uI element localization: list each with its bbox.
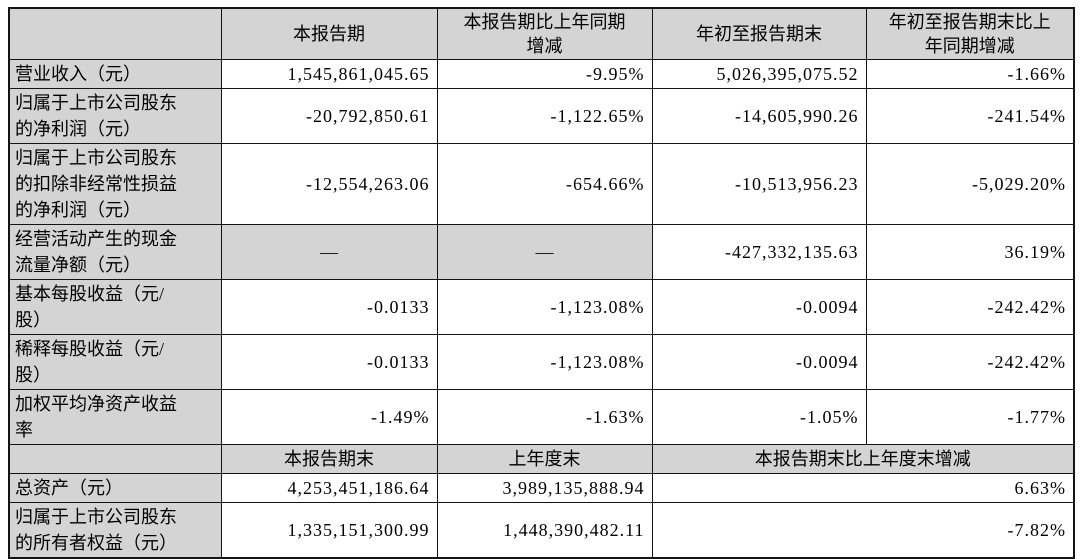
row-operating-revenue: 营业收入（元） 1,545,861,045.65 -9.95% 5,026,39… [8, 59, 1075, 89]
cell-value: -0.0094 [651, 334, 867, 390]
row-net-profit-attributable: 归属于上市公司股东 的净利润（元） -20,792,850.61 -1,122.… [8, 88, 1075, 144]
cell-value: -1.63% [436, 389, 653, 445]
cell-value: 4,253,451,186.64 [220, 473, 438, 503]
cell-value: -0.0133 [220, 279, 438, 335]
cell-value: -1,123.08% [436, 334, 653, 390]
col-header-year-to-date: 年初至报告期末 [651, 7, 867, 60]
cell-value: -241.54% [865, 88, 1075, 144]
row-net-profit-excl-nonrecurring: 归属于上市公司股东 的扣除非经常性损益 的净利润（元） -12,554,263.… [8, 143, 1075, 225]
row-diluted-eps: 稀释每股收益（元/ 股） -0.0133 -1,123.08% -0.0094 … [8, 334, 1075, 390]
cell-value: -1,122.65% [436, 88, 653, 144]
col-header-year-to-date-yoy-change: 年初至报告期末比上 年同期增减 [865, 7, 1075, 60]
cell-value: -1.49% [220, 389, 438, 445]
corner-cell [8, 444, 222, 474]
cell-value: -427,332,135.63 [651, 224, 867, 280]
row-basic-eps: 基本每股收益（元/ 股） -0.0133 -1,123.08% -0.0094 … [8, 279, 1075, 335]
cell-value-dash: — [436, 224, 653, 280]
cell-value: -1.05% [651, 389, 867, 445]
row-equity-attributable: 归属于上市公司股东 的所有者权益（元） 1,335,151,300.99 1,4… [8, 502, 1075, 559]
cell-value: 1,335,151,300.99 [220, 502, 438, 559]
cell-value: -20,792,850.61 [220, 88, 438, 144]
row-label: 归属于上市公司股东 的扣除非经常性损益 的净利润（元） [8, 143, 222, 225]
cell-value: -5,029.20% [865, 143, 1075, 225]
cell-value: 36.19% [865, 224, 1075, 280]
cell-value: 3,989,135,888.94 [436, 473, 653, 503]
cell-value: -1.66% [865, 59, 1075, 89]
cell-value: 6.63% [651, 473, 1075, 503]
row-label: 加权平均净资产收益 率 [8, 389, 222, 445]
cell-value: -7.82% [651, 502, 1075, 559]
col-header-current-period-end: 本报告期末 [220, 444, 438, 474]
row-label: 归属于上市公司股东 的净利润（元） [8, 88, 222, 144]
cell-value: -242.42% [865, 334, 1075, 390]
cell-value: 1,448,390,482.11 [436, 502, 653, 559]
cell-value: -1,123.08% [436, 279, 653, 335]
col-header-current-period-yoy-change: 本报告期比上年同期 增减 [436, 7, 653, 60]
cell-value: -9.95% [436, 59, 653, 89]
header-row-period-end: 本报告期末 上年度末 本报告期末比上年度末增减 [8, 444, 1075, 474]
header-row-period: 本报告期 本报告期比上年同期 增减 年初至报告期末 年初至报告期末比上 年同期增… [8, 7, 1075, 60]
row-label: 总资产（元） [8, 473, 222, 503]
row-label: 营业收入（元） [8, 59, 222, 89]
row-label: 稀释每股收益（元/ 股） [8, 334, 222, 390]
row-label: 经营活动产生的现金 流量净额（元） [8, 224, 222, 280]
cell-value-dash: — [220, 224, 438, 280]
cell-value: -0.0133 [220, 334, 438, 390]
row-operating-cash-flow: 经营活动产生的现金 流量净额（元） — — -427,332,135.63 36… [8, 224, 1075, 280]
row-weighted-avg-roe: 加权平均净资产收益 率 -1.49% -1.63% -1.05% -1.77% [8, 389, 1075, 445]
row-label: 基本每股收益（元/ 股） [8, 279, 222, 335]
cell-value: -10,513,956.23 [651, 143, 867, 225]
cell-value: -654.66% [436, 143, 653, 225]
cell-value: -14,605,990.26 [651, 88, 867, 144]
cell-value: -242.42% [865, 279, 1075, 335]
cell-value: -12,554,263.06 [220, 143, 438, 225]
row-label: 归属于上市公司股东 的所有者权益（元） [8, 502, 222, 559]
cell-value: -0.0094 [651, 279, 867, 335]
col-header-current-period: 本报告期 [220, 7, 438, 60]
col-header-period-end-vs-prior-year-end: 本报告期末比上年度末增减 [651, 444, 1075, 474]
cell-value: 1,545,861,045.65 [220, 59, 438, 89]
corner-cell [8, 7, 222, 60]
col-header-prior-year-end: 上年度末 [436, 444, 653, 474]
cell-value: -1.77% [865, 389, 1075, 445]
cell-value: 5,026,395,075.52 [651, 59, 867, 89]
row-total-assets: 总资产（元） 4,253,451,186.64 3,989,135,888.94… [8, 473, 1075, 503]
key-financials-table: 本报告期 本报告期比上年同期 增减 年初至报告期末 年初至报告期末比上 年同期增… [8, 7, 1075, 559]
